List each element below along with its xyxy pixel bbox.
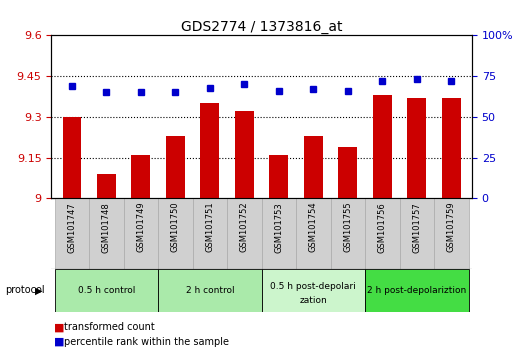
Bar xyxy=(365,198,400,269)
Text: GSM101752: GSM101752 xyxy=(240,202,249,252)
Bar xyxy=(166,136,185,198)
Bar xyxy=(330,198,365,269)
Bar xyxy=(434,198,468,269)
Bar xyxy=(193,198,227,269)
Bar xyxy=(63,117,82,198)
Text: GSM101747: GSM101747 xyxy=(68,202,76,252)
Text: 0.5 h control: 0.5 h control xyxy=(78,286,135,295)
Bar xyxy=(269,155,288,198)
Text: GSM101756: GSM101756 xyxy=(378,202,387,252)
Text: GSM101749: GSM101749 xyxy=(136,202,146,252)
Bar xyxy=(235,112,254,198)
Text: percentile rank within the sample: percentile rank within the sample xyxy=(64,337,229,347)
Title: GDS2774 / 1373816_at: GDS2774 / 1373816_at xyxy=(181,21,342,34)
Text: transformed count: transformed count xyxy=(64,322,155,332)
Bar xyxy=(339,147,358,198)
Text: GSM101754: GSM101754 xyxy=(309,202,318,252)
Text: GSM101757: GSM101757 xyxy=(412,202,421,252)
Bar xyxy=(158,198,193,269)
Bar xyxy=(89,198,124,269)
Text: ■: ■ xyxy=(54,337,64,347)
Bar xyxy=(55,198,89,269)
Text: GSM101755: GSM101755 xyxy=(343,202,352,252)
Text: zation: zation xyxy=(300,296,327,306)
Bar xyxy=(296,198,330,269)
Text: GSM101753: GSM101753 xyxy=(274,202,283,252)
Bar xyxy=(262,198,296,269)
Bar xyxy=(158,269,262,312)
Bar xyxy=(55,269,158,312)
Text: GSM101759: GSM101759 xyxy=(447,202,456,252)
Bar xyxy=(442,98,461,198)
Text: ▶: ▶ xyxy=(35,285,42,295)
Bar xyxy=(97,174,116,198)
Text: ■: ■ xyxy=(54,322,64,332)
Bar xyxy=(227,198,262,269)
Text: GSM101751: GSM101751 xyxy=(205,202,214,252)
Bar xyxy=(262,269,365,312)
Bar xyxy=(124,198,158,269)
Text: 2 h post-depolariztion: 2 h post-depolariztion xyxy=(367,286,466,295)
Bar xyxy=(407,98,426,198)
Text: protocol: protocol xyxy=(5,285,45,295)
Bar xyxy=(365,269,468,312)
Bar xyxy=(373,95,392,198)
Text: 0.5 h post-depolari: 0.5 h post-depolari xyxy=(270,281,356,291)
Bar xyxy=(201,103,220,198)
Bar xyxy=(304,136,323,198)
Text: 2 h control: 2 h control xyxy=(186,286,234,295)
Text: GSM101750: GSM101750 xyxy=(171,202,180,252)
Text: GSM101748: GSM101748 xyxy=(102,202,111,252)
Bar xyxy=(400,198,434,269)
Bar xyxy=(131,155,150,198)
